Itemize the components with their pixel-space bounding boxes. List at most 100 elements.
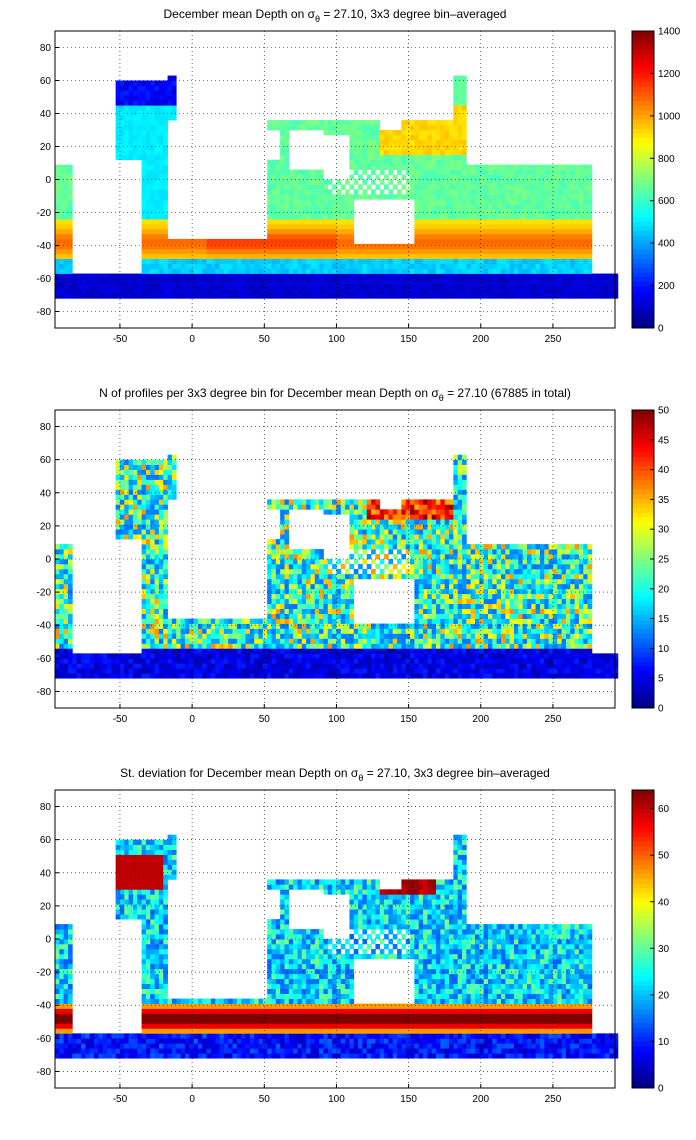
heatmap-cell — [180, 638, 186, 644]
colorbar-tick-label: 1000 — [658, 111, 681, 122]
heatmap-cell — [401, 563, 407, 570]
heatmap-cell — [150, 474, 155, 480]
heatmap-cell — [444, 189, 450, 195]
heatmap-cell — [93, 283, 99, 289]
heatmap-cell — [345, 243, 350, 250]
heatmap-cell — [267, 603, 272, 610]
heatmap-cell — [453, 184, 459, 190]
heatmap-cell — [275, 568, 281, 575]
heatmap-cell — [371, 159, 376, 165]
heatmap-cell — [171, 85, 177, 91]
heatmap-cell — [500, 219, 506, 225]
heatmap-cell — [297, 608, 303, 614]
heatmap-cell — [76, 673, 82, 679]
heatmap-cell — [284, 633, 290, 639]
heatmap-cell — [284, 120, 290, 126]
heatmap-cell — [371, 544, 376, 550]
heatmap-cell — [297, 219, 303, 225]
heatmap-cell — [150, 199, 155, 205]
heatmap-cell — [98, 273, 103, 279]
heatmap-cell — [349, 288, 355, 294]
heatmap-cell — [275, 219, 281, 225]
heatmap-cell — [141, 229, 147, 235]
heatmap-cell — [163, 494, 168, 500]
heatmap-cell — [418, 603, 424, 610]
heatmap-cell — [340, 120, 346, 126]
heatmap-cell — [197, 283, 203, 289]
heatmap-cell — [522, 174, 528, 180]
heatmap-cell — [288, 184, 294, 190]
heatmap-cell — [526, 179, 532, 185]
heatmap-cell — [249, 663, 255, 669]
heatmap-cell — [505, 219, 510, 225]
heatmap-cell — [306, 283, 311, 289]
heatmap-cell — [106, 663, 112, 669]
heatmap-cell — [375, 139, 381, 146]
heatmap-cell — [388, 529, 394, 535]
heatmap-cell — [154, 623, 160, 629]
heatmap-cell — [353, 673, 359, 679]
heatmap-cell — [496, 174, 502, 180]
heatmap-cell — [449, 224, 454, 230]
heatmap-cell — [513, 169, 519, 175]
heatmap-cell — [444, 159, 450, 165]
heatmap-cell — [180, 618, 186, 624]
heatmap-cell — [85, 663, 90, 669]
heatmap-cell — [392, 539, 398, 545]
heatmap-cell — [137, 149, 142, 156]
heatmap-cell — [535, 268, 541, 274]
heatmap-cell — [487, 224, 493, 230]
heatmap-cell — [535, 253, 541, 260]
heatmap-cell — [306, 653, 311, 659]
heatmap-cell — [141, 603, 147, 610]
heatmap-cell — [332, 184, 337, 190]
heatmap-cell — [55, 633, 60, 639]
heatmap-cell — [544, 293, 549, 299]
heatmap-cell — [293, 633, 298, 639]
heatmap-cell — [375, 263, 381, 269]
heatmap-cell — [215, 268, 220, 274]
heatmap-cell — [115, 653, 121, 659]
heatmap-cell — [487, 209, 493, 215]
heatmap-cell — [449, 120, 454, 126]
heatmap-cell — [154, 469, 160, 475]
heatmap-cell — [470, 194, 476, 200]
heatmap-cell — [115, 130, 121, 136]
heatmap-cell — [358, 159, 363, 165]
heatmap-cell — [509, 288, 515, 294]
heatmap-cell — [358, 544, 363, 550]
heatmap-cell — [310, 559, 316, 565]
colorbar-tick-label: 800 — [658, 154, 675, 165]
heatmap-cell — [505, 233, 510, 240]
heatmap-cell — [137, 95, 142, 101]
heatmap-cell — [189, 253, 194, 260]
heatmap-cell — [137, 283, 142, 289]
heatmap-cell — [379, 134, 385, 141]
heatmap-cell — [124, 293, 129, 299]
heatmap-cell — [145, 524, 151, 530]
heatmap-cell — [163, 144, 168, 151]
heatmap-cell — [55, 199, 60, 205]
heatmap-cell — [475, 224, 480, 230]
heatmap-cell — [128, 110, 134, 116]
heatmap-cell — [275, 559, 281, 565]
heatmap-cell — [379, 154, 385, 161]
heatmap-cell — [98, 288, 103, 294]
heatmap-cell — [293, 268, 298, 274]
heatmap-cell — [202, 248, 207, 255]
heatmap-cell — [353, 539, 359, 545]
heatmap-cell — [526, 164, 532, 170]
heatmap-cell — [578, 199, 584, 205]
heatmap-cell — [310, 504, 316, 510]
heatmap-cell — [496, 179, 502, 185]
heatmap-cell — [410, 549, 415, 555]
heatmap-cell — [462, 263, 467, 269]
heatmap-cell — [405, 154, 411, 161]
heatmap-cell — [552, 189, 558, 195]
heatmap-cell — [206, 643, 212, 649]
heatmap-cell — [145, 623, 151, 629]
heatmap-cell — [327, 179, 333, 185]
heatmap-cell — [336, 653, 342, 659]
heatmap-cell — [141, 258, 147, 264]
heatmap-cell — [336, 243, 342, 250]
